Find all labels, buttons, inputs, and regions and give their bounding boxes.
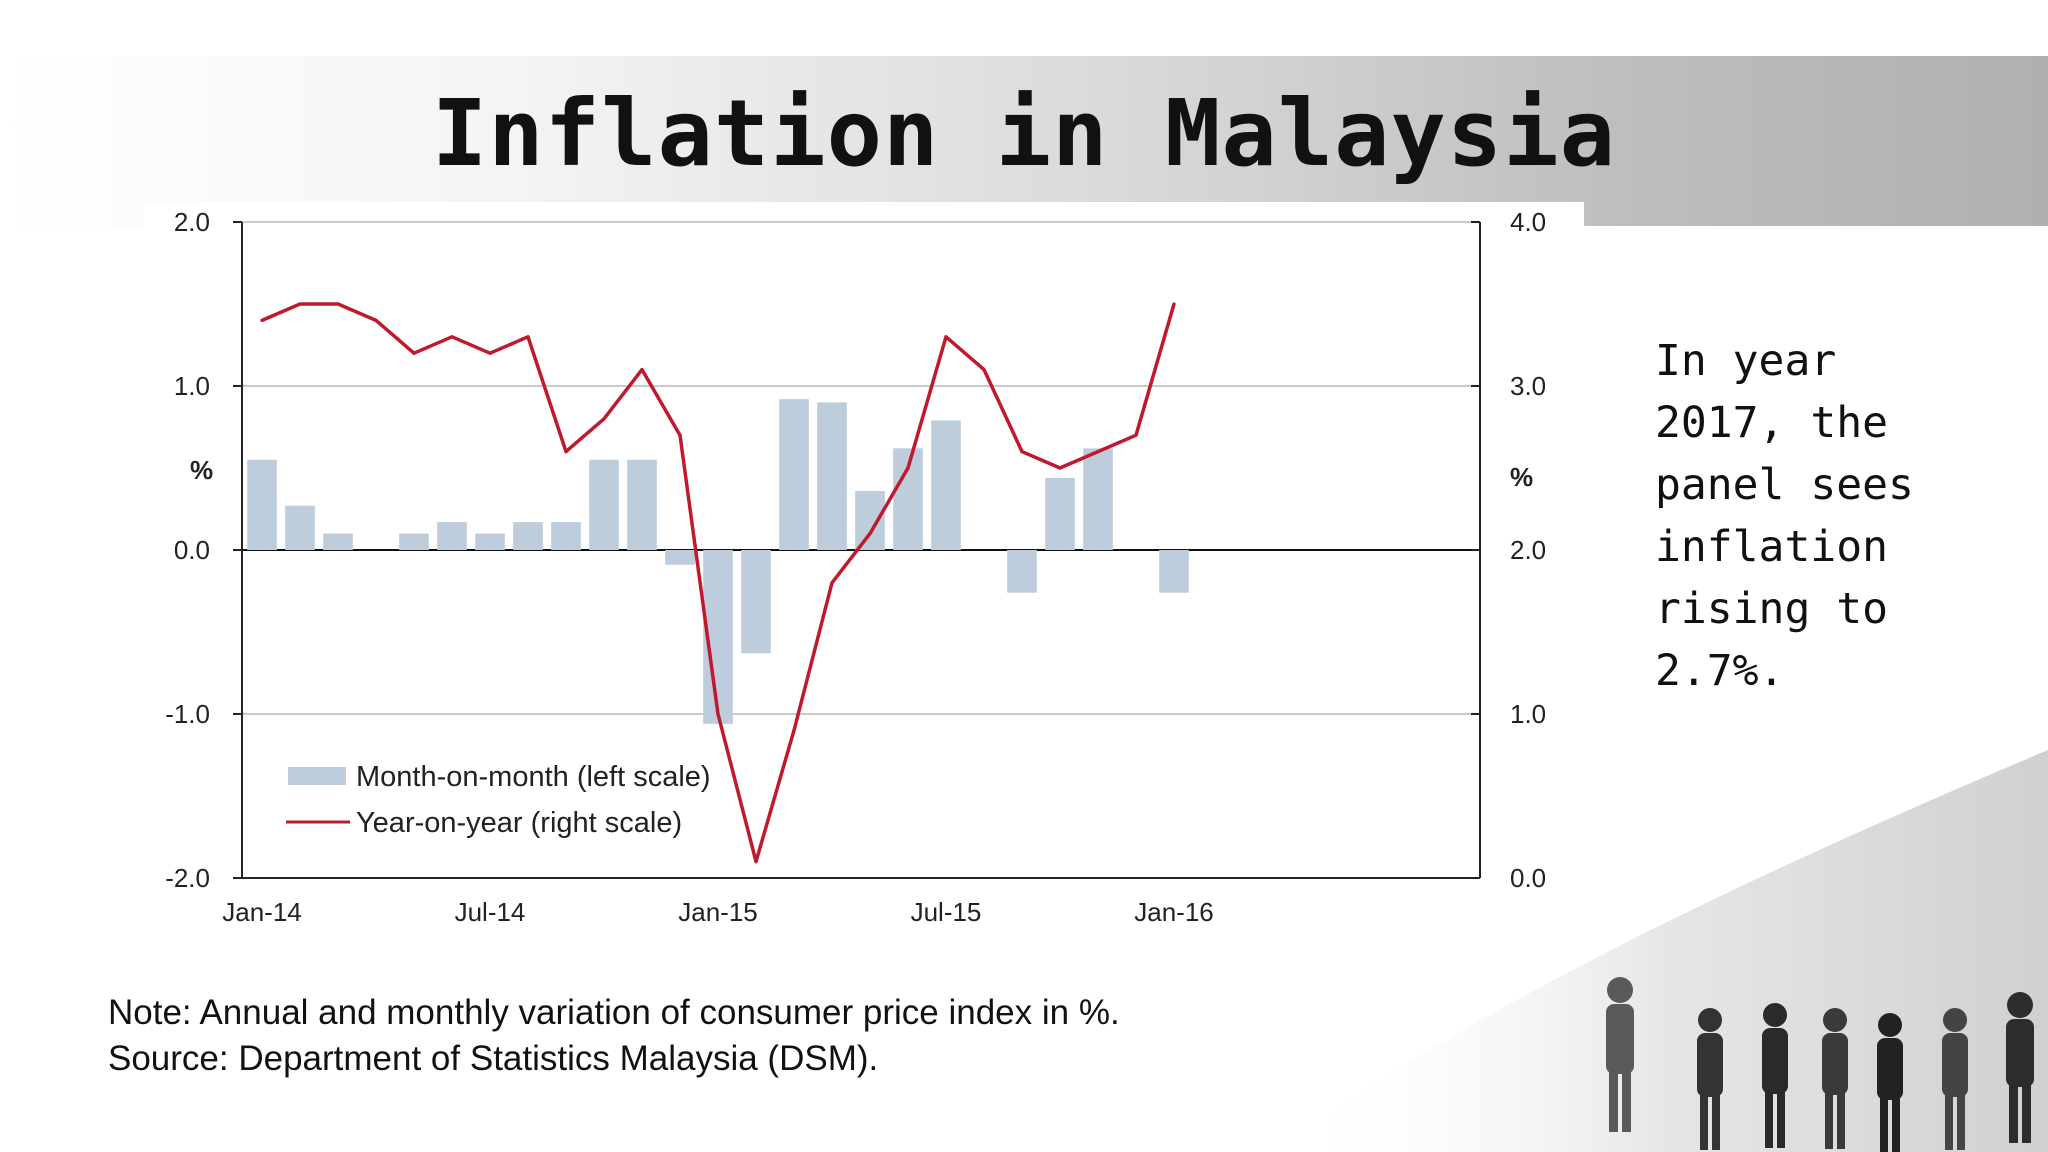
yoy-point [906, 466, 910, 470]
left-tick-label: -1.0 [165, 699, 210, 729]
bar [931, 420, 961, 550]
bar [1045, 477, 1075, 550]
yoy-point [1134, 433, 1138, 437]
yoy-point [754, 860, 758, 864]
yoy-point [374, 318, 378, 322]
people-decoration [1290, 750, 2048, 1152]
legend-swatch-bar [288, 767, 346, 785]
bar [627, 459, 657, 550]
bar [551, 522, 581, 550]
yoy-point [526, 335, 530, 339]
yoy-point [1096, 450, 1100, 454]
slide-title: Inflation in Malaysia [431, 80, 1617, 187]
left-axis-unit: % [190, 455, 213, 485]
yoy-point [602, 417, 606, 421]
yoy-point [450, 335, 454, 339]
source-line: Source: Department of Statistics Malaysi… [108, 1039, 879, 1078]
yoy-point [944, 335, 948, 339]
right-tick-label: 4.0 [1510, 207, 1546, 237]
tick-labels: 2.0 4.0 1.0 3.0 0.0 2.0 -1.0 1.0 -2.0 0.0 Jan-14 Ju… [165, 207, 1546, 927]
bar [741, 550, 771, 654]
left-tick-label: 0.0 [174, 535, 210, 565]
line-series [260, 302, 1176, 864]
bar [1083, 448, 1113, 550]
yoy-point [1020, 450, 1024, 454]
bar [475, 533, 505, 550]
yoy-point [868, 532, 872, 536]
yoy-point [1058, 466, 1062, 470]
x-tick-label: Jan-15 [678, 897, 758, 927]
yoy-point [1172, 302, 1176, 306]
yoy-point [678, 433, 682, 437]
bar [1007, 550, 1037, 593]
bar [1159, 550, 1189, 593]
yoy-point [298, 302, 302, 306]
right-tick-label: 0.0 [1510, 863, 1546, 893]
bar [285, 505, 315, 550]
bar [513, 522, 543, 550]
yoy-point [640, 368, 644, 372]
bar [855, 490, 885, 550]
inflation-chart: 2.0 4.0 1.0 3.0 0.0 2.0 -1.0 1.0 -2.0 0.0 Jan-14 Ju… [165, 207, 1546, 927]
right-axis-unit: % [1510, 462, 1533, 492]
x-tick-label: Jul-15 [911, 897, 982, 927]
x-tick-label: Jan-14 [222, 897, 302, 927]
legend-label-mom: Month-on-month (left scale) [356, 761, 711, 793]
right-tick-label: 2.0 [1510, 535, 1546, 565]
bar [437, 522, 467, 550]
right-tick-label: 3.0 [1510, 371, 1546, 401]
bar [779, 399, 809, 550]
x-tick-label: Jul-14 [455, 897, 526, 927]
right-tick-label: 1.0 [1510, 699, 1546, 729]
yoy-point [488, 351, 492, 355]
title-band [0, 56, 2048, 226]
side-text: In year 2017, the panel sees inflation r… [1655, 336, 1914, 696]
bar [665, 550, 695, 565]
bar [323, 533, 353, 550]
yoy-point [260, 318, 264, 322]
yoy-point [982, 368, 986, 372]
yoy-point [792, 728, 796, 733]
yoy-point [830, 581, 834, 585]
x-tick-label: Jan-16 [1134, 897, 1214, 927]
bar-series [247, 399, 1189, 724]
yoy-point [336, 302, 340, 306]
bar [817, 402, 847, 550]
legend: Month-on-month (left scale) Year-on-year… [286, 761, 711, 839]
chart-panel: 2.0 4.0 1.0 3.0 0.0 2.0 -1.0 1.0 -2.0 0.0 Jan-14 Ju… [144, 202, 1584, 948]
left-tick-label: -2.0 [165, 863, 210, 893]
axes [241, 222, 1481, 879]
yoy-point [716, 712, 720, 716]
note-line: Note: Annual and monthly variation of co… [108, 993, 1120, 1032]
yoy-point [564, 450, 568, 454]
left-tick-label: 2.0 [174, 207, 210, 237]
yoy-point [412, 351, 416, 355]
left-tick-label: 1.0 [174, 371, 210, 401]
legend-label-yoy: Year-on-year (right scale) [356, 807, 682, 839]
bar [247, 459, 277, 550]
bar [589, 459, 619, 550]
bar [399, 533, 429, 550]
note-block: Note: Annual and monthly variation of co… [108, 990, 1308, 1082]
